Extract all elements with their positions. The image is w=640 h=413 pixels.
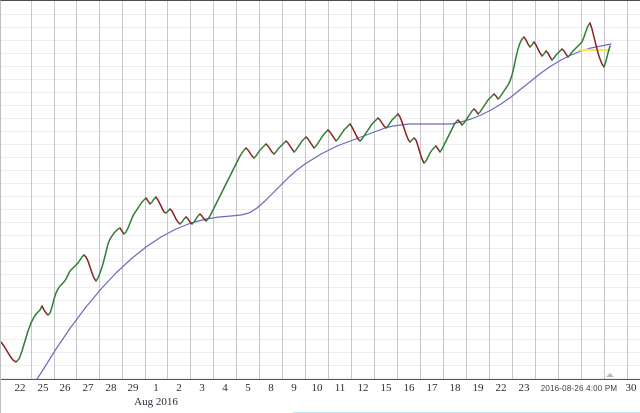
x-axis-tick-label: 26: [59, 382, 71, 394]
x-axis-tick-label: 15: [380, 382, 392, 394]
x-axis-tick-label: 11: [334, 382, 346, 394]
x-axis-tick-label: 9: [291, 382, 297, 394]
horizontal-gridlines: [1, 14, 640, 379]
x-axis-tick-label: 17: [426, 382, 438, 394]
x-axis-tick-label: 30: [625, 382, 637, 394]
x-axis-tick-label: 16: [403, 382, 415, 394]
x-axis-tick-label: 12: [357, 382, 369, 394]
x-axis-tick-label: 10: [311, 382, 323, 394]
x-axis-tick-label: 4: [222, 382, 228, 394]
x-axis-tick-label: 28: [105, 382, 117, 394]
axis-cursor-marker-icon: [606, 373, 614, 377]
x-axis-tick-label: 23: [518, 382, 530, 394]
chart-svg: [1, 1, 640, 379]
chart-plot-area[interactable]: [1, 1, 640, 379]
x-axis-tick-label: 25: [37, 382, 49, 394]
x-axis-tick-label: 8: [268, 382, 274, 394]
x-axis-tick-label: 22: [14, 382, 26, 394]
price-line: [1, 22, 611, 363]
moving-average-line: [36, 43, 612, 379]
x-axis-tick-label: 5: [245, 382, 251, 394]
x-axis-tick-label: 1: [153, 382, 159, 394]
x-axis: 22 25 26 27 28 29 1 2 3 4 5 8 9 10 11 12 15 16 17 18 19 22 23 3…: [1, 379, 640, 413]
timestamp-label: 2016-08-26 4:00 PM: [540, 384, 618, 393]
x-axis-tick-label: 27: [82, 382, 94, 394]
x-axis-tick-label: 19: [472, 382, 484, 394]
x-axis-tick-label: 29: [127, 382, 139, 394]
x-axis-tick-label: 22: [495, 382, 507, 394]
x-axis-tick-label: 2: [176, 382, 182, 394]
x-axis-tick-label: 3: [199, 382, 205, 394]
vertical-gridlines: [31, 1, 628, 379]
x-axis-tick-label: 18: [449, 382, 461, 394]
x-axis-title: Aug 2016: [134, 396, 178, 408]
